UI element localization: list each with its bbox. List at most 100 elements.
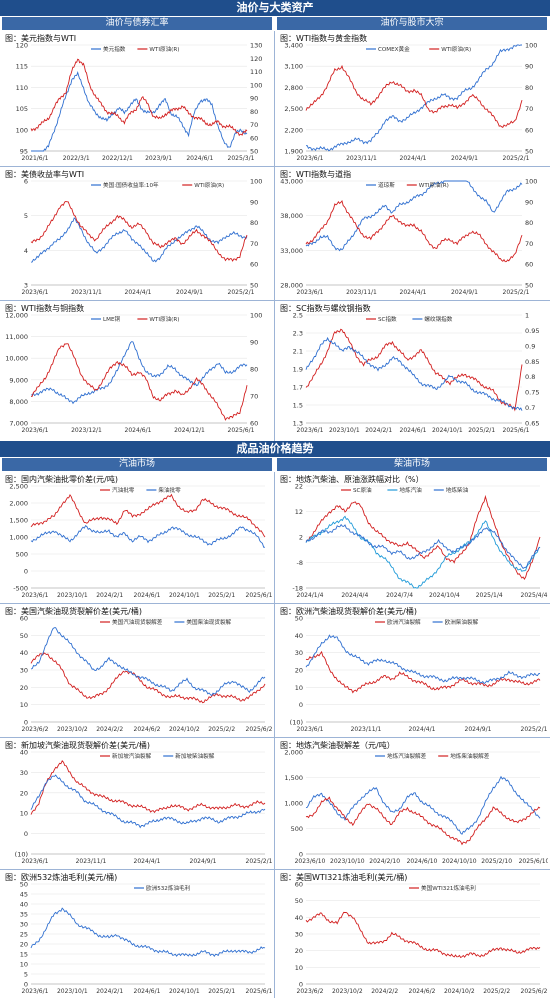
x-tick-label: 2024/2/10 <box>369 858 400 865</box>
legend-label: 新加坡柴油裂解 <box>175 752 215 760</box>
y-tick-label: (10) <box>15 851 28 859</box>
x-tick-label: 2025/3/1 <box>228 155 255 162</box>
column-divider <box>274 31 275 441</box>
series-line-0 <box>305 494 541 580</box>
chart-title: 图：地炼汽柴油、原油涨跌幅对比（%） <box>280 475 424 484</box>
chart-title: 图：地炼汽柴油裂解差（元/吨） <box>280 741 395 750</box>
x-tick-label: 2024/2/1 <box>96 988 123 995</box>
x-tick-label: 2024/4/4 <box>341 592 368 599</box>
x-tick-label: 2023/10/1 <box>329 427 360 434</box>
y-tick-label: 2 <box>299 534 303 542</box>
y-tick-label: 5 <box>24 971 28 979</box>
chart-svg: -500 0 500 1,000 1,500 2,000 2,500 2023/6/1 2023… <box>9 483 272 600</box>
row-divider <box>0 300 550 301</box>
y-tick-label: 50 <box>295 897 303 905</box>
y-right-tick-label: 100 <box>250 178 262 186</box>
y-tick-label: 40 <box>20 749 28 757</box>
y-tick-label: 30 <box>20 921 28 929</box>
legend-label: COMEX黄金 <box>378 45 410 53</box>
series-line-0 <box>305 775 541 835</box>
x-tick-label: 2025/2/1 <box>468 427 495 434</box>
series-line-1 <box>30 201 248 262</box>
y-tick-label: 2,800 <box>284 84 303 92</box>
series-line-1 <box>305 64 523 129</box>
chart-title: 图：美国汽柴油现货裂解价差(美元/桶) <box>5 607 142 616</box>
y-tick-label: 50 <box>20 881 28 889</box>
y-right-tick-label: 100 <box>525 42 537 50</box>
x-tick-label: 2024/9/1 <box>451 155 478 162</box>
y-tick-label: 0 <box>24 568 28 576</box>
y-tick-label: 115 <box>16 63 28 71</box>
y-tick-label: 2,000 <box>284 749 303 757</box>
y-tick-label: 1,000 <box>9 534 28 542</box>
x-tick-label: 2023/6/10 <box>295 858 326 865</box>
series-line-1 <box>30 627 266 697</box>
y-tick-label: 10 <box>20 701 28 709</box>
legend-label: 欧洲汽油裂解 <box>387 618 421 626</box>
y-tick-label: 20 <box>295 667 303 675</box>
x-tick-label: 2024/6/10 <box>407 858 438 865</box>
series-line-2 <box>305 523 541 570</box>
x-tick-label: 2025/2/2 <box>483 988 510 995</box>
x-tick-label: 2023/6/1 <box>297 155 324 162</box>
x-tick-label: 2024/6/2 <box>134 726 161 733</box>
chart-panel-c4: 图：WTI指数与道指 28,000 33,000 38,000 43,000 50 60 70… <box>276 167 548 299</box>
y-right-tick-label: 90 <box>250 198 258 206</box>
x-tick-label: 2024/2/2 <box>96 726 123 733</box>
chart-panel-c14: 图：美国WTI321炼油毛利(美元/桶) 0 10 20 30 40 50 60 2023/6/… <box>276 870 548 998</box>
chart-title: 图：SC指数与螺纹钢指数 <box>280 304 371 313</box>
y-right-tick-label: 100 <box>250 81 262 89</box>
y-tick-label: 105 <box>16 105 28 113</box>
y-tick-label: 1.7 <box>293 384 303 392</box>
chart-title: 图：欧洲532炼油毛利(美元/桶) <box>5 873 118 882</box>
y-tick-label: 50 <box>20 632 28 640</box>
y-right-tick-label: 50 <box>525 282 533 290</box>
chart-svg: (10) 0 10 20 30 40 2023/6/1 2023/11/1 2024/4/1 20… <box>15 749 273 866</box>
y-tick-label: 2.1 <box>293 348 303 356</box>
x-tick-label: 2023/6/1 <box>22 289 49 296</box>
legend-label: SC原油 <box>353 486 372 494</box>
y-right-tick-label: 0.75 <box>525 389 539 397</box>
chart-title: 图：新加坡汽柴油现货裂解价差(美元/桶) <box>5 741 150 750</box>
x-tick-label: 2024/2/1 <box>365 427 392 434</box>
x-tick-label: 2024/6/1 <box>186 155 213 162</box>
chart-svg: 1.3 1.5 1.7 1.9 2.1 2.3 2.5 0.65 0.7 0.75 0.8 0.85 0… <box>293 312 540 435</box>
chart-panel-c3: 图：美债收益率与WTI 3 4 5 6 50 60 70 80 90 100 2023/6/1 2023… <box>1 167 273 299</box>
y-right-tick-label: 70 <box>250 240 258 248</box>
y-tick-label: 28,000 <box>280 282 303 290</box>
y-tick-label: 12,000 <box>5 312 28 320</box>
x-tick-label: 2023/10/1 <box>57 592 88 599</box>
series-line-0 <box>305 180 523 252</box>
y-tick-label: 2,200 <box>284 126 303 134</box>
y-tick-label: -500 <box>13 585 28 593</box>
chart-title: 图：欧洲汽柴油现货裂解价差(美元/桶) <box>280 607 417 616</box>
chart-svg: 0 10 20 30 40 50 60 2023/6/2 2023/10/2 2024/2/2 20… <box>295 881 548 996</box>
x-tick-label: 2023/6/1 <box>22 858 49 865</box>
y-right-tick-label: 90 <box>525 198 533 206</box>
x-tick-label: 2024/6/1 <box>134 988 161 995</box>
x-tick-label: 2024/10/2 <box>444 988 475 995</box>
column-divider <box>274 472 275 998</box>
x-tick-label: 2024/4/1 <box>400 289 427 296</box>
y-tick-label: 1,900 <box>284 148 303 156</box>
x-tick-label: 2023/10/2 <box>332 988 363 995</box>
x-tick-label: 2024/10/4 <box>429 592 460 599</box>
x-tick-label: 2023/11/1 <box>346 155 377 162</box>
chart-panel-c6: 图：SC指数与螺纹钢指数 1.3 1.5 1.7 1.9 2.1 2.3 2.5 0.65 0.7… <box>276 301 548 437</box>
y-tick-label: 6 <box>24 178 28 186</box>
series-line-0 <box>30 907 266 957</box>
chart-panel-c7: 图：国内汽柴油批零价差(元/吨) -500 0 500 1,000 1,500 2,000 2… <box>1 472 273 602</box>
series-line-1 <box>305 200 523 263</box>
y-right-tick-label: 0.85 <box>525 358 539 366</box>
x-tick-label: 2025/2/1 <box>208 592 235 599</box>
y-right-tick-label: 120 <box>250 55 262 63</box>
x-tick-label: 2024/4/1 <box>134 858 161 865</box>
y-tick-label: 25 <box>20 931 28 939</box>
y-right-tick-label: 50 <box>525 148 533 156</box>
y-tick-label: 3 <box>24 282 28 290</box>
legend-label: SC指数 <box>378 315 397 323</box>
series-line-0 <box>30 493 266 538</box>
legend-label: WTI原油(R) <box>149 45 179 53</box>
y-tick-label: 0 <box>24 830 28 838</box>
x-tick-label: 2025/1/4 <box>476 592 503 599</box>
